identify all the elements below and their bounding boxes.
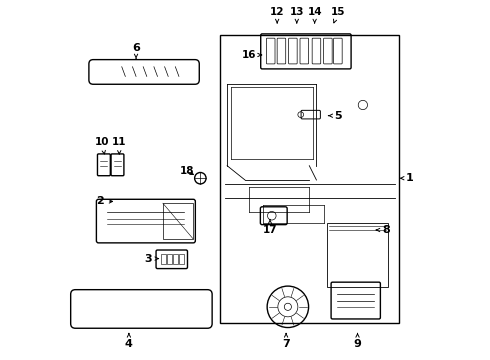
Bar xyxy=(167,253,172,264)
Text: 2: 2 xyxy=(97,197,113,206)
Text: 5: 5 xyxy=(328,111,342,121)
Text: 7: 7 xyxy=(282,334,290,349)
Text: 8: 8 xyxy=(376,225,390,235)
Text: 4: 4 xyxy=(125,334,133,349)
Bar xyxy=(173,253,178,264)
Bar xyxy=(161,253,166,264)
Text: 12: 12 xyxy=(270,7,284,23)
Bar xyxy=(179,253,184,264)
Text: 1: 1 xyxy=(400,173,413,183)
Text: 9: 9 xyxy=(354,334,362,349)
Text: 6: 6 xyxy=(132,43,140,58)
Text: 18: 18 xyxy=(180,166,195,176)
Text: 14: 14 xyxy=(307,7,322,23)
Text: 13: 13 xyxy=(290,7,304,23)
Bar xyxy=(327,223,388,287)
Text: 16: 16 xyxy=(241,50,262,60)
Text: 15: 15 xyxy=(331,7,345,23)
Text: 10: 10 xyxy=(95,138,109,154)
Text: 11: 11 xyxy=(112,138,126,154)
Text: 17: 17 xyxy=(263,220,277,235)
Text: 3: 3 xyxy=(145,253,158,264)
